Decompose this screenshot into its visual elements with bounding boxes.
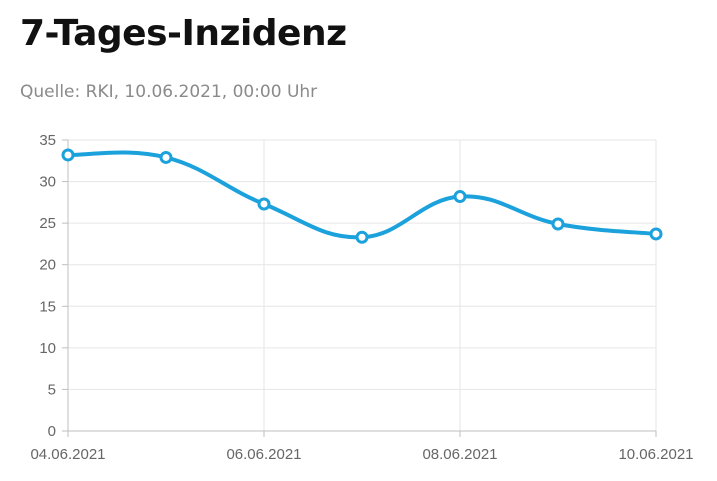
- series: [61, 148, 663, 244]
- axes: [67, 140, 656, 432]
- x-axis-ticks: 04.06.2021 06.06.2021 08.06.2021 10.06.2021: [30, 431, 694, 463]
- data-point[interactable]: [61, 148, 75, 162]
- y-tick-label: 25: [39, 215, 56, 232]
- series-line: [66, 150, 658, 240]
- data-point[interactable]: [551, 217, 565, 231]
- y-tick-label: 5: [48, 381, 56, 398]
- y-axis-ticks: 0 5 10 15 20 25 30 35: [39, 132, 68, 440]
- data-point[interactable]: [355, 230, 369, 244]
- y-tick-label: 35: [39, 132, 56, 149]
- x-tick-label: 10.06.2021: [618, 446, 693, 463]
- chart-source-subtitle: Quelle: RKI, 10.06.2021, 00:00 Uhr: [20, 82, 318, 102]
- y-tick-label: 20: [39, 257, 56, 274]
- data-point[interactable]: [159, 150, 173, 164]
- y-tick-label: 30: [39, 174, 56, 191]
- y-tick-label: 0: [48, 423, 56, 440]
- data-point[interactable]: [649, 227, 663, 241]
- data-point[interactable]: [257, 197, 271, 211]
- x-tick-label: 06.06.2021: [226, 446, 301, 463]
- y-tick-label: 10: [39, 340, 56, 357]
- grid: [68, 139, 657, 431]
- data-point[interactable]: [453, 190, 467, 204]
- y-tick-label: 15: [39, 298, 56, 315]
- x-tick-label: 04.06.2021: [30, 446, 105, 463]
- chart-title: 7-Tages-Inzidenz: [20, 13, 347, 54]
- x-tick-label: 08.06.2021: [422, 446, 497, 463]
